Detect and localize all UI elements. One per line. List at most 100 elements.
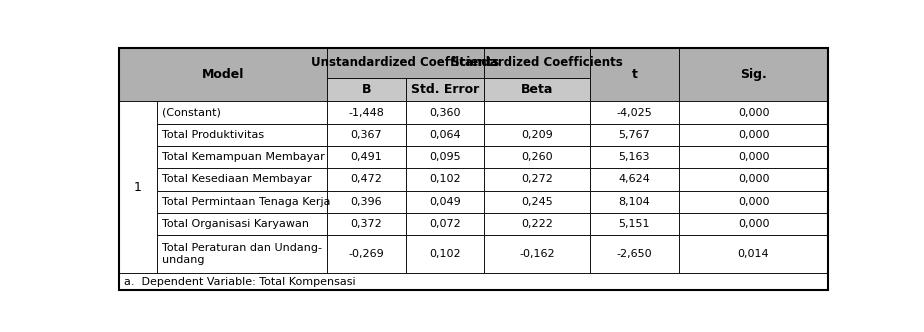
Bar (406, 213, 484, 235)
Text: Unstandardized Coefficients: Unstandardized Coefficients (311, 56, 500, 69)
Text: Total Produktivitas: Total Produktivitas (162, 130, 264, 140)
Bar (327, 78, 406, 102)
Text: 0,367: 0,367 (350, 130, 382, 140)
Bar (327, 168, 406, 191)
Text: 5,767: 5,767 (618, 130, 650, 140)
Text: -0,162: -0,162 (519, 249, 554, 259)
Text: t: t (631, 68, 638, 81)
Bar (679, 124, 828, 146)
Bar (590, 146, 679, 168)
Bar (327, 235, 406, 273)
Text: 1: 1 (134, 181, 142, 194)
Text: 5,151: 5,151 (618, 219, 650, 229)
Bar (327, 146, 406, 168)
Bar (157, 146, 327, 168)
Text: 0,102: 0,102 (429, 175, 461, 185)
Text: 0,064: 0,064 (429, 130, 461, 140)
Text: Total Permintaan Tenaga Kerja: Total Permintaan Tenaga Kerja (162, 197, 331, 207)
Text: 0,000: 0,000 (737, 219, 770, 229)
Bar (484, 102, 590, 124)
Text: 0,272: 0,272 (521, 175, 553, 185)
Text: -1,448: -1,448 (348, 108, 384, 118)
Bar (484, 191, 590, 213)
Text: 0,491: 0,491 (350, 152, 382, 162)
Bar (679, 146, 828, 168)
Bar (679, 47, 828, 102)
Bar (590, 102, 679, 124)
Text: 0,000: 0,000 (737, 152, 770, 162)
Text: -4,025: -4,025 (616, 108, 652, 118)
Text: 8,104: 8,104 (618, 197, 650, 207)
Bar (679, 235, 828, 273)
Text: 0,360: 0,360 (429, 108, 461, 118)
Text: Total Kesediaan Membayar: Total Kesediaan Membayar (162, 175, 311, 185)
Text: 0,472: 0,472 (350, 175, 382, 185)
Bar (327, 102, 406, 124)
Bar (406, 168, 484, 191)
Bar (406, 102, 484, 124)
Text: -0,269: -0,269 (348, 249, 384, 259)
Text: Model: Model (201, 68, 244, 81)
Text: 5,163: 5,163 (618, 152, 650, 162)
Bar (406, 124, 484, 146)
Text: 0,072: 0,072 (429, 219, 461, 229)
Bar (157, 213, 327, 235)
Text: Total Organisasi Karyawan: Total Organisasi Karyawan (162, 219, 309, 229)
Bar (484, 124, 590, 146)
Bar (590, 168, 679, 191)
Bar (406, 235, 484, 273)
Bar (590, 213, 679, 235)
Text: 0,000: 0,000 (737, 130, 770, 140)
Bar (484, 47, 590, 78)
Bar (157, 191, 327, 213)
Bar (590, 235, 679, 273)
Text: a.  Dependent Variable: Total Kompensasi: a. Dependent Variable: Total Kompensasi (124, 277, 356, 287)
Bar (679, 168, 828, 191)
Text: Beta: Beta (521, 83, 553, 96)
Bar (484, 213, 590, 235)
Bar (406, 146, 484, 168)
Text: (Constant): (Constant) (162, 108, 221, 118)
Bar (590, 191, 679, 213)
Text: 0,014: 0,014 (737, 249, 770, 259)
Bar (484, 146, 590, 168)
Text: Total Kemampuan Membayar: Total Kemampuan Membayar (162, 152, 325, 162)
Text: 0,000: 0,000 (737, 108, 770, 118)
Text: 0,245: 0,245 (521, 197, 553, 207)
Bar (406, 78, 484, 102)
Text: 0,049: 0,049 (429, 197, 461, 207)
Text: 0,260: 0,260 (521, 152, 553, 162)
Text: 0,372: 0,372 (350, 219, 382, 229)
Text: 0,095: 0,095 (429, 152, 461, 162)
Text: Total Peraturan dan Undang-
undang: Total Peraturan dan Undang- undang (162, 243, 322, 265)
Bar (157, 124, 327, 146)
Text: 0,222: 0,222 (521, 219, 553, 229)
Text: -2,650: -2,650 (616, 249, 652, 259)
Bar (157, 168, 327, 191)
Bar (484, 168, 590, 191)
Bar (406, 191, 484, 213)
Bar (484, 78, 590, 102)
Bar (679, 191, 828, 213)
Bar (119, 102, 157, 273)
Text: 0,209: 0,209 (521, 130, 553, 140)
Bar (484, 235, 590, 273)
Bar (590, 124, 679, 146)
Bar (679, 102, 828, 124)
Bar (590, 47, 679, 102)
Text: Std. Error: Std. Error (411, 83, 479, 96)
Bar (679, 213, 828, 235)
Bar (157, 102, 327, 124)
Text: 0,102: 0,102 (429, 249, 461, 259)
Text: Sig.: Sig. (740, 68, 767, 81)
Text: 0,000: 0,000 (737, 175, 770, 185)
Bar (119, 47, 327, 102)
Bar (157, 235, 327, 273)
Bar (327, 124, 406, 146)
Text: 0,396: 0,396 (350, 197, 382, 207)
Text: B: B (361, 83, 371, 96)
Bar (327, 191, 406, 213)
Bar (327, 213, 406, 235)
Text: Standardized Coefficients: Standardized Coefficients (451, 56, 623, 69)
Bar (119, 273, 828, 290)
